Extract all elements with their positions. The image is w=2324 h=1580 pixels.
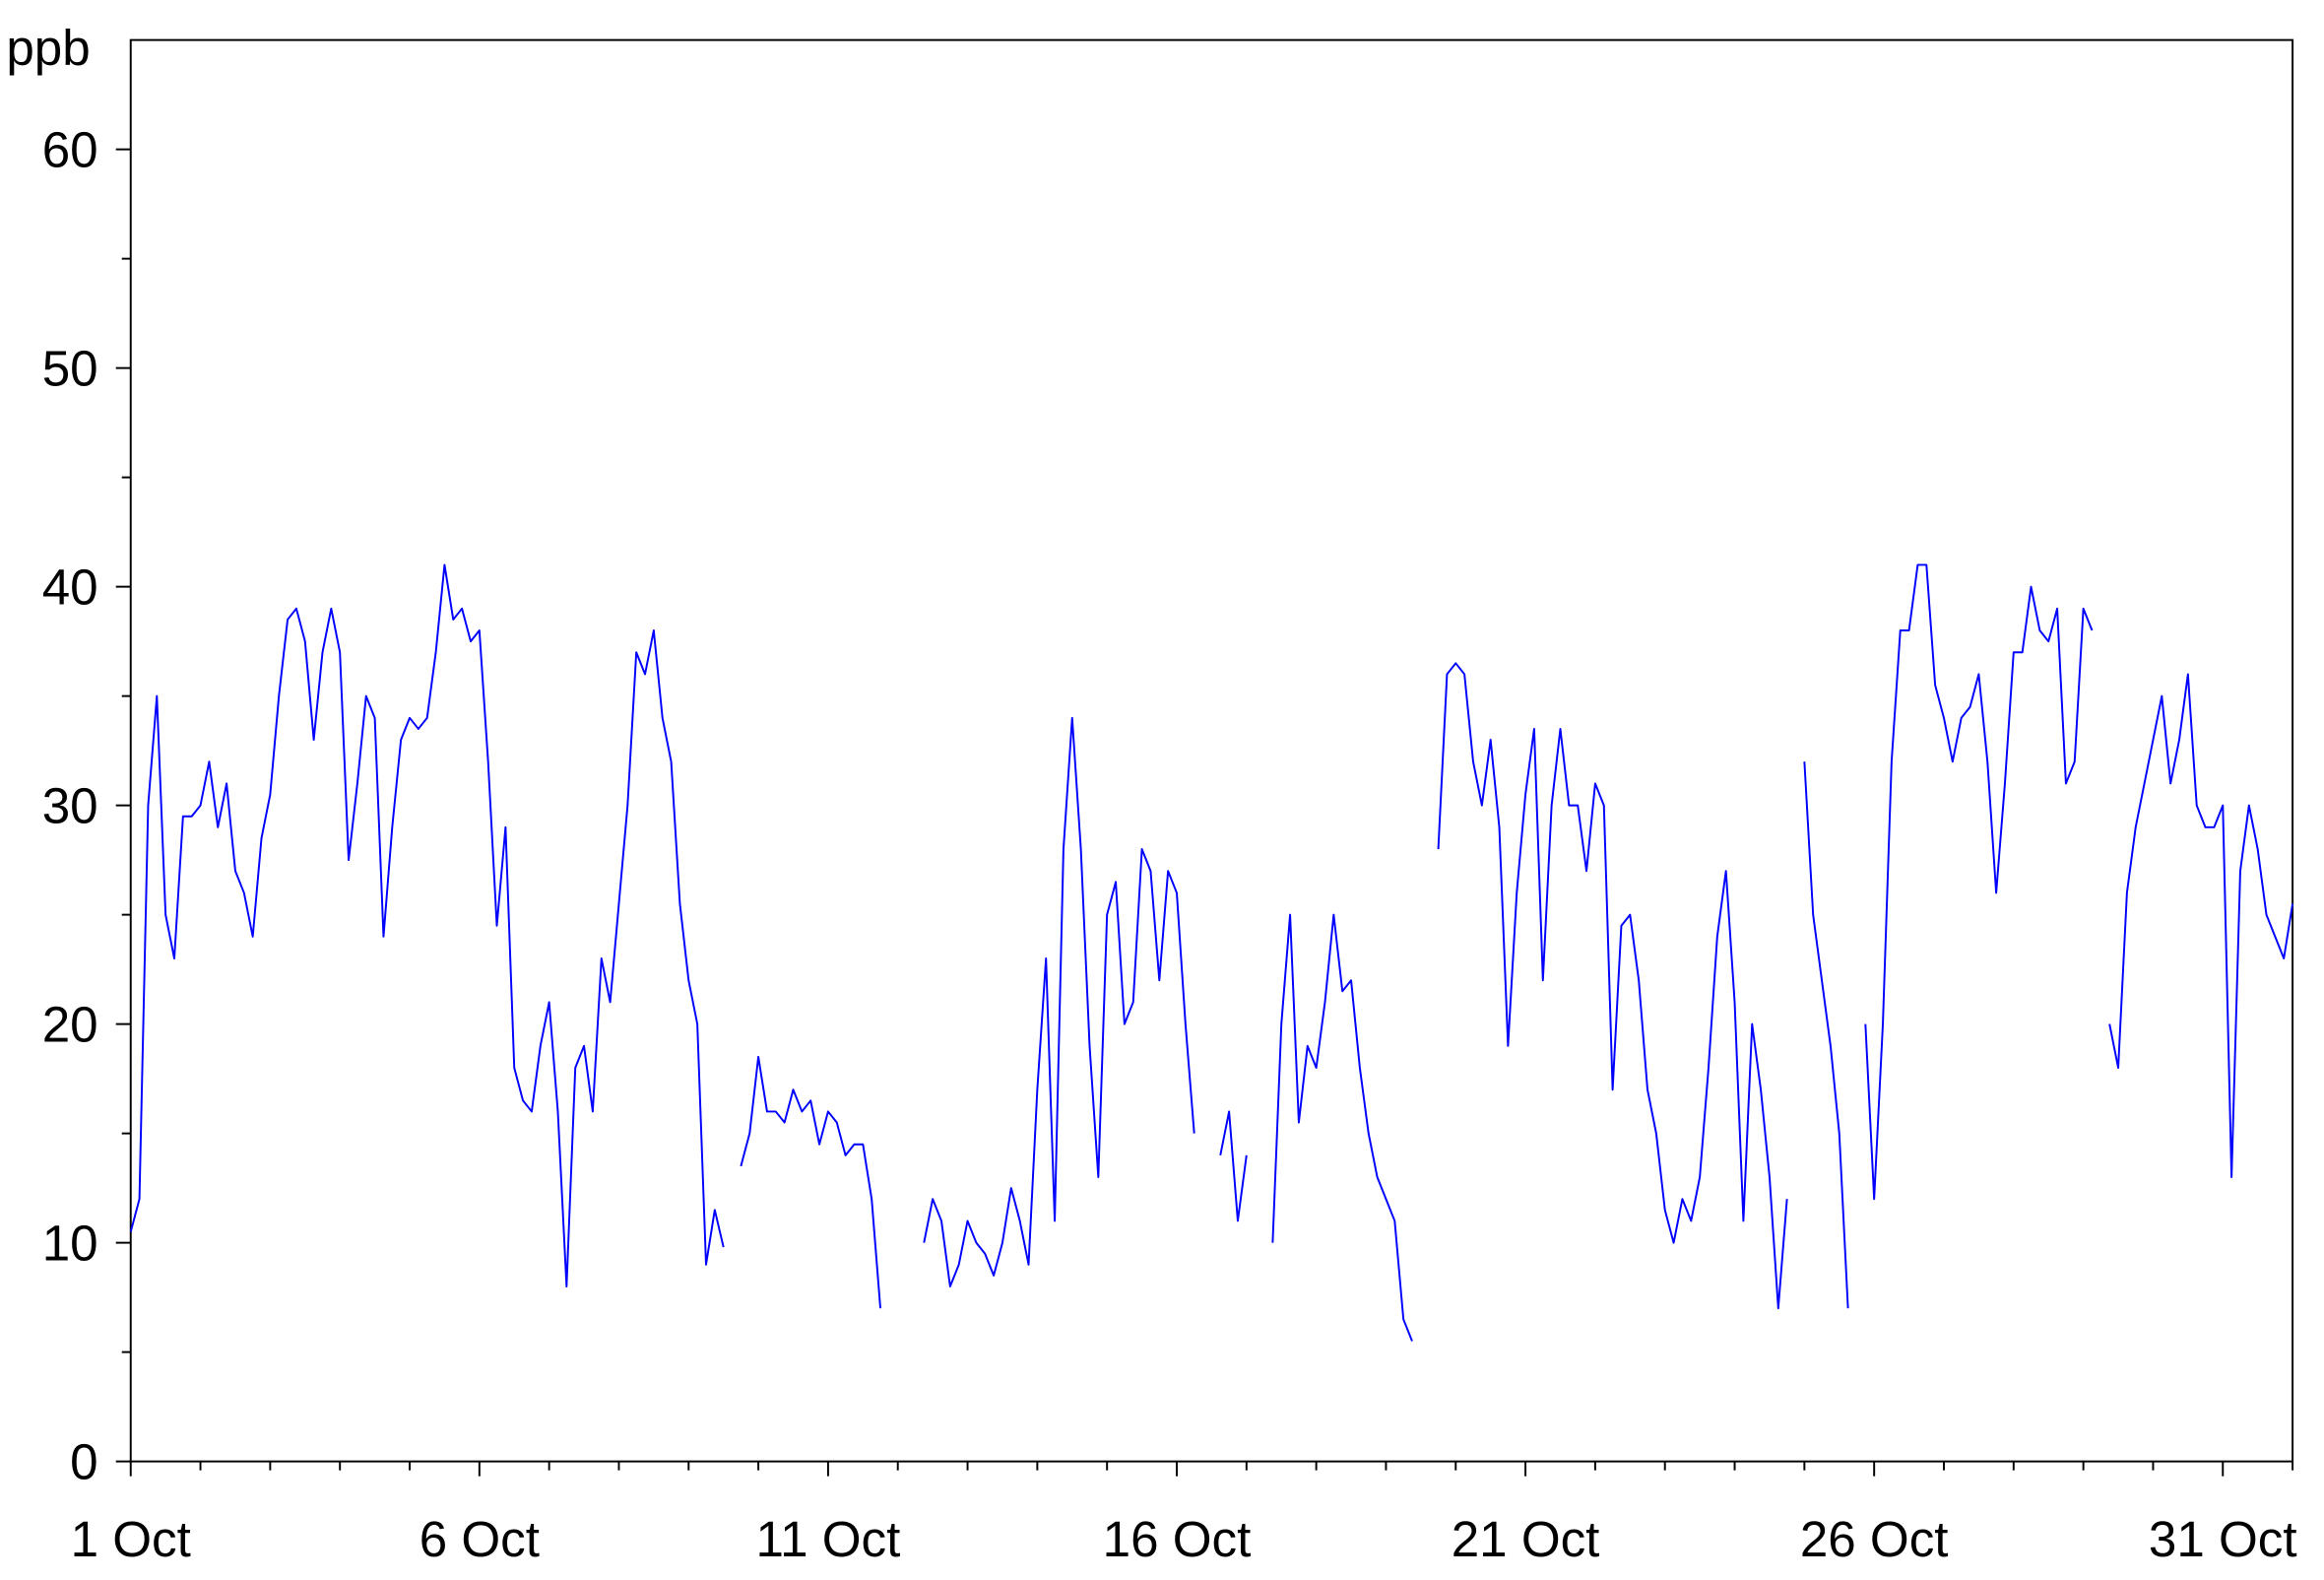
x-tick-label: 11 Oct	[755, 1511, 900, 1567]
y-tick-label: 0	[70, 1434, 97, 1490]
plot-frame	[129, 38, 2294, 1463]
y-axis-label: ppb	[6, 20, 90, 76]
y-tick-label: 10	[42, 1216, 98, 1272]
x-tick-label: 26 Oct	[1800, 1511, 1949, 1567]
y-tick-label: 60	[42, 122, 98, 178]
y-tick-label: 20	[42, 997, 98, 1053]
x-tick-label: 31 Oct	[2149, 1511, 2297, 1567]
x-tick-label: 21 Oct	[1452, 1511, 1600, 1567]
x-tick-label: 16 Oct	[1103, 1511, 1252, 1567]
y-tick-label: 30	[42, 778, 98, 834]
x-tick-label: 1 Oct	[71, 1511, 191, 1567]
data-line	[129, 563, 2294, 1342]
y-tick-label: 50	[42, 341, 98, 397]
y-tick-label: 40	[42, 560, 98, 616]
x-tick-label: 6 Oct	[420, 1511, 540, 1567]
